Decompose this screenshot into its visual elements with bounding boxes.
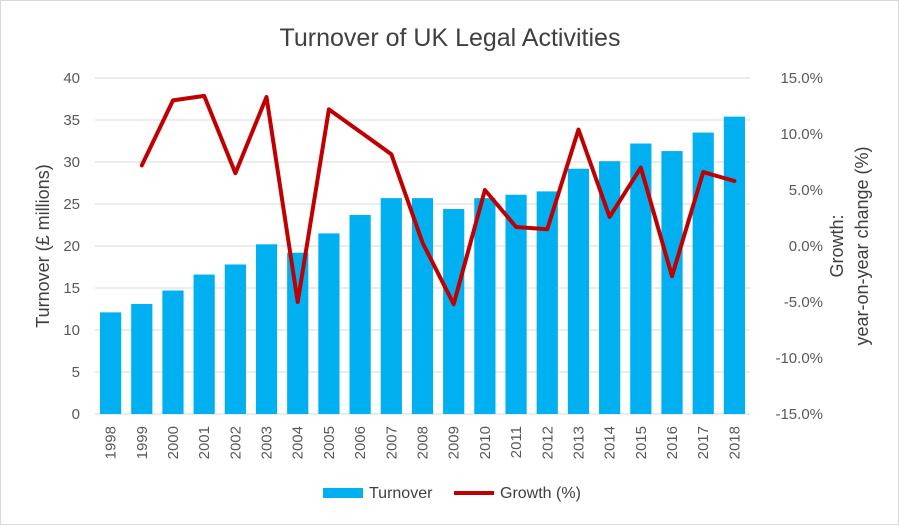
x-tick-label: 2007 [383, 426, 400, 459]
x-axis-ticks: 1998 1999 2000 2001 2002 2003 2004 2005 2006 2007… [103, 426, 744, 459]
bar-2006 [349, 214, 371, 414]
bar-2016 [661, 151, 683, 414]
x-tick-label: 2004 [290, 426, 307, 459]
y-tick-label: 20 [63, 238, 80, 255]
bar-2009 [443, 209, 465, 414]
bar-2018 [723, 116, 746, 414]
y-tick-label: 0 [72, 406, 80, 423]
bar-2013 [567, 168, 590, 414]
x-tick-label: 2000 [165, 426, 182, 459]
y-tick-label: 25 [63, 196, 80, 213]
y2-tick-label: -5.0% [784, 294, 823, 311]
y-axis-title: Turnover (£ millions) [33, 164, 53, 327]
bar-2015 [630, 143, 652, 414]
bar-2002 [224, 264, 246, 414]
y2-tick-label: 15.0% [780, 70, 823, 87]
bar-2014 [599, 161, 621, 414]
line-series-growth [139, 93, 737, 307]
legend-swatch-turnover [323, 488, 363, 498]
y-tick-label: 30 [63, 154, 80, 171]
x-tick-label: 2014 [602, 426, 619, 459]
y2-axis-title-line1: Growth: [827, 214, 847, 277]
y-tick-label: 40 [63, 70, 80, 87]
y2-axis-title-line2: year-on-year change (%) [852, 146, 872, 345]
x-tick-label: 2001 [196, 426, 213, 459]
bar-2007 [380, 198, 402, 414]
chart-title: Turnover of UK Legal Activities [280, 24, 621, 52]
y2-tick-label: -15.0% [775, 406, 823, 423]
bar-1999 [131, 303, 153, 414]
x-tick-label: 2003 [259, 426, 276, 459]
legend: Turnover Growth (%) [323, 485, 581, 502]
x-tick-label: 2002 [227, 426, 244, 459]
growth-line [139, 93, 737, 307]
x-tick-label: 2011 [508, 426, 525, 458]
x-tick-label: 2016 [664, 426, 681, 459]
legend-label-turnover: Turnover [369, 485, 433, 502]
x-tick-label: 2018 [726, 426, 743, 459]
y-tick-label: 15 [63, 280, 80, 297]
y-tick-label: 5 [72, 364, 80, 381]
left-axis-ticks: 0 5 10 15 20 25 30 35 40 [63, 70, 80, 423]
bar-2000 [162, 290, 184, 414]
bar-1998 [99, 312, 122, 414]
y2-tick-label: 10.0% [780, 126, 823, 143]
bar-2010 [474, 198, 496, 414]
x-tick-label: 2009 [446, 426, 463, 459]
bar-2001 [193, 274, 215, 414]
legend-label-growth: Growth (%) [500, 485, 581, 502]
y-tick-label: 35 [63, 112, 80, 129]
bar-series-turnover [99, 116, 746, 414]
bar-2004 [287, 252, 309, 414]
x-tick-label: 2008 [415, 426, 432, 459]
y2-tick-label: 0.0% [789, 238, 823, 255]
bar-2005 [318, 233, 340, 414]
x-tick-label: 2017 [695, 426, 712, 459]
y2-tick-label: -10.0% [775, 350, 823, 367]
x-tick-label: 2006 [352, 426, 369, 459]
bar-2012 [536, 191, 558, 414]
x-tick-label: 2010 [477, 426, 494, 459]
x-tick-label: 2013 [570, 426, 587, 459]
y-tick-label: 10 [63, 322, 80, 339]
x-tick-label: 1999 [134, 426, 151, 459]
y2-tick-label: 5.0% [789, 182, 823, 199]
bar-2017 [692, 132, 714, 414]
right-axis-ticks: -15.0% -10.0% -5.0% 0.0% 5.0% 10.0% 15.0% [775, 70, 823, 423]
bar-2003 [255, 244, 278, 414]
x-tick-label: 1998 [103, 426, 120, 459]
x-tick-label: 2015 [633, 426, 650, 459]
bar-2011 [505, 194, 527, 414]
bar-2008 [411, 198, 434, 414]
x-tick-label: 2005 [321, 426, 338, 459]
x-tick-label: 2012 [539, 426, 556, 459]
